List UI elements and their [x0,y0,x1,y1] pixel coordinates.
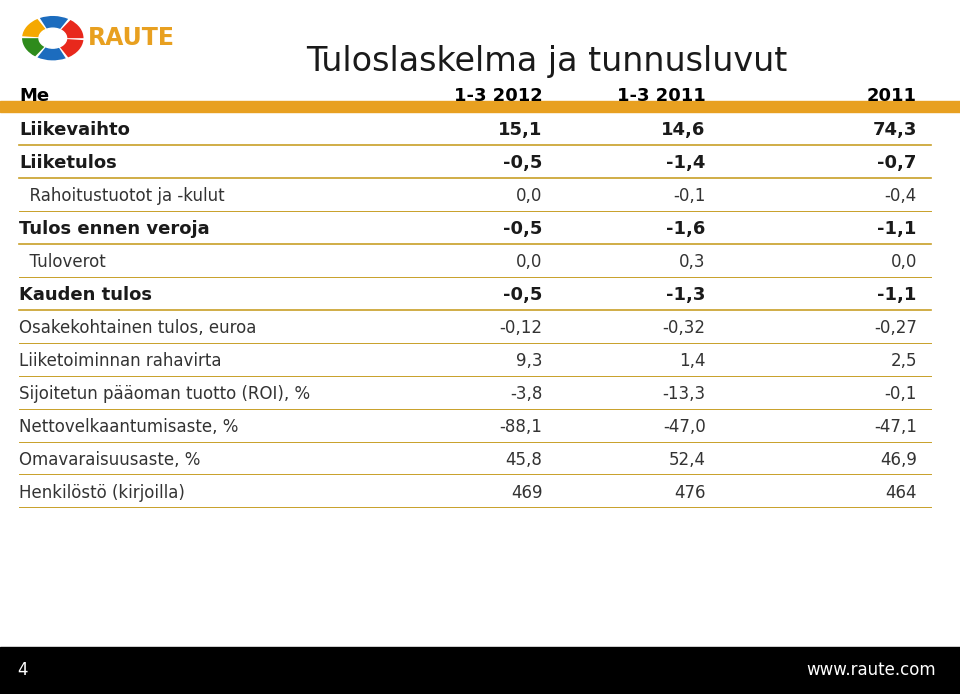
Text: -0,1: -0,1 [884,384,917,403]
Text: -0,1: -0,1 [673,187,706,205]
Text: -1,1: -1,1 [877,220,917,238]
Text: www.raute.com: www.raute.com [806,661,936,679]
Text: Sijoitetun pääoman tuotto (ROI), %: Sijoitetun pääoman tuotto (ROI), % [19,384,310,403]
Text: Tuloslaskelma ja tunnusluvut: Tuloslaskelma ja tunnusluvut [306,44,788,78]
Text: 14,6: 14,6 [661,121,706,139]
Text: -47,0: -47,0 [662,418,706,436]
Text: -0,12: -0,12 [499,319,542,337]
Text: 0,0: 0,0 [516,187,542,205]
Text: 46,9: 46,9 [880,451,917,468]
Text: 2,5: 2,5 [890,352,917,370]
Wedge shape [39,16,68,38]
Text: Tuloverot: Tuloverot [19,253,106,271]
Wedge shape [53,20,84,38]
Text: -0,27: -0,27 [874,319,917,337]
Bar [0,101,960,112]
Text: 464: 464 [885,484,917,502]
Text: -0,32: -0,32 [662,319,706,337]
Text: 469: 469 [511,484,542,502]
Text: -1,3: -1,3 [666,286,706,304]
Text: 74,3: 74,3 [873,121,917,139]
Text: 476: 476 [674,484,706,502]
Text: Omavaraisuusaste, %: Omavaraisuusaste, % [19,451,201,468]
Text: Tulos ennen veroja: Tulos ennen veroja [19,220,210,238]
Text: Kauden tulos: Kauden tulos [19,286,153,304]
Text: Rahoitustuotot ja -kulut: Rahoitustuotot ja -kulut [19,187,225,205]
Text: Liikevaihto: Liikevaihto [19,121,130,139]
Text: 1-3 2011: 1-3 2011 [617,87,706,105]
Text: Henkilöstö (kirjoilla): Henkilöstö (kirjoilla) [19,484,185,502]
Text: -0,5: -0,5 [503,220,542,238]
Text: 9,3: 9,3 [516,352,542,370]
Text: -0,4: -0,4 [884,187,917,205]
Text: Nettovelkaantumisaste, %: Nettovelkaantumisaste, % [19,418,239,436]
Text: Me: Me [19,87,49,105]
Text: 1-3 2012: 1-3 2012 [454,87,542,105]
Text: 45,8: 45,8 [506,451,542,468]
Text: -13,3: -13,3 [662,384,706,403]
Wedge shape [22,19,53,38]
Text: 1,4: 1,4 [679,352,706,370]
Text: 2011: 2011 [867,87,917,105]
Wedge shape [22,38,53,56]
Text: -0,5: -0,5 [503,154,542,172]
Circle shape [39,28,66,48]
Text: RAUTE: RAUTE [88,26,176,50]
Text: -47,1: -47,1 [874,418,917,436]
Text: -1,4: -1,4 [666,154,706,172]
Bar [0,647,960,694]
Text: 0,0: 0,0 [891,253,917,271]
Text: -0,7: -0,7 [877,154,917,172]
Text: 0,3: 0,3 [679,253,706,271]
Wedge shape [37,38,66,60]
Text: -1,6: -1,6 [666,220,706,238]
Text: -1,1: -1,1 [877,286,917,304]
Text: Liiketulos: Liiketulos [19,154,117,172]
Text: 15,1: 15,1 [498,121,542,139]
Text: 4: 4 [17,661,28,679]
Wedge shape [53,38,84,58]
Text: -0,5: -0,5 [503,286,542,304]
Text: -3,8: -3,8 [510,384,542,403]
Text: 52,4: 52,4 [668,451,706,468]
Text: 0,0: 0,0 [516,253,542,271]
Text: Liiketoiminnan rahavirta: Liiketoiminnan rahavirta [19,352,222,370]
Text: Osakekohtainen tulos, euroa: Osakekohtainen tulos, euroa [19,319,256,337]
Text: -88,1: -88,1 [499,418,542,436]
